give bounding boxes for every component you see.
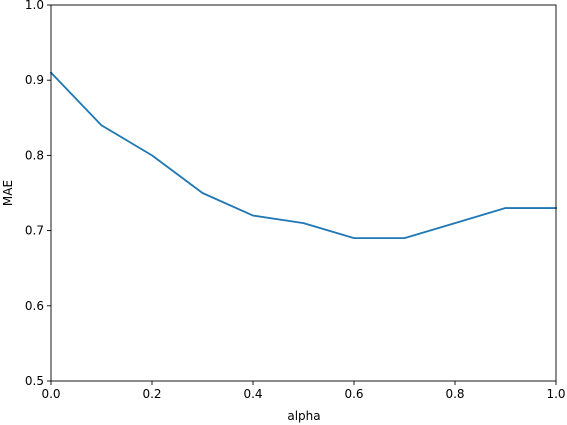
y-tick-label: 0.6 [25,299,44,313]
x-tick-label: 0.2 [142,387,161,401]
y-tick-label: 1.0 [25,0,44,12]
series-line-0 [49,71,557,240]
x-axis: 0.0 0.2 0.4 0.6 0.8 1.0 [41,381,566,401]
x-tick-label: 0.0 [41,387,60,401]
y-tick-label: 0.8 [25,148,44,162]
y-tick-label: 0.5 [25,374,44,388]
x-tick-label: 0.6 [344,387,363,401]
x-tick-label: 0.8 [445,387,464,401]
y-tick-label: 0.7 [25,224,44,238]
x-tick-label: 0.4 [243,387,262,401]
x-axis-label: alpha [287,409,320,423]
y-axis: 0.5 0.6 0.7 0.8 0.9 1.0 [25,0,51,388]
y-tick-label: 0.9 [25,73,44,87]
y-axis-label: MAE [1,180,15,206]
plot-frame [50,4,557,382]
plot-area [49,4,557,382]
x-tick-label: 1.0 [546,387,565,401]
